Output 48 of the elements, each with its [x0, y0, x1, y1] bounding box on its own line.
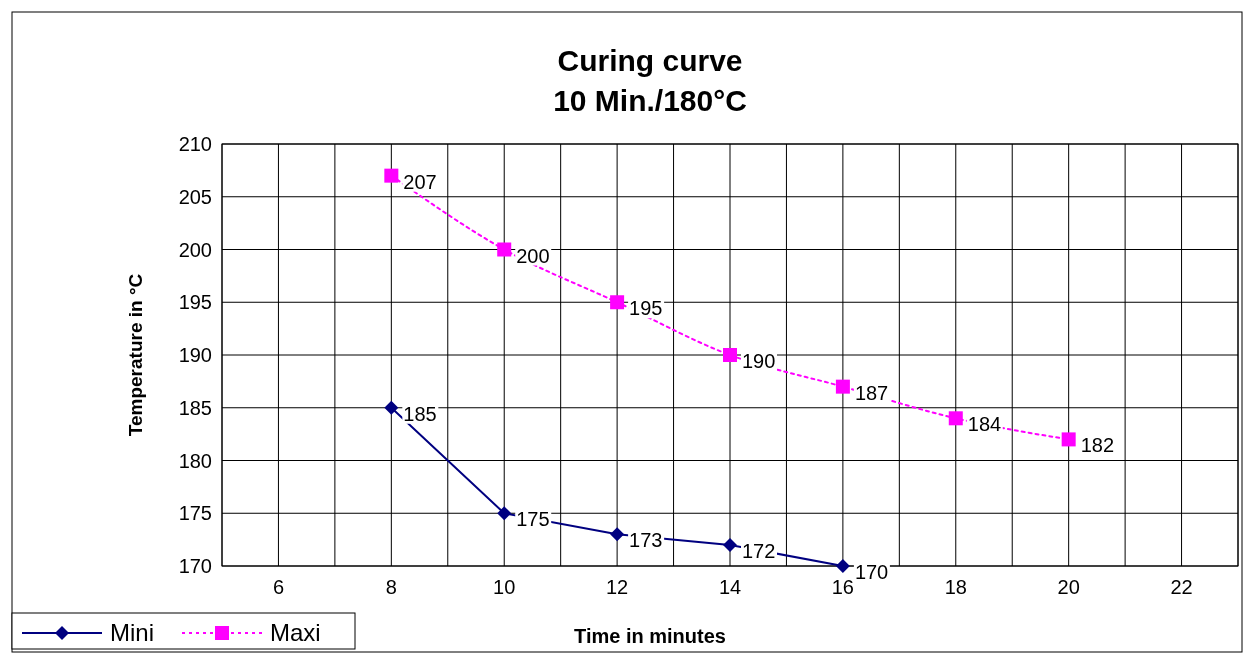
data-label: 190 [742, 350, 776, 372]
point [497, 242, 512, 257]
x-tick-label: 10 [493, 576, 516, 598]
data-label: 185 [403, 402, 437, 425]
x-axis-title: Time in minutes [574, 625, 726, 647]
y-tick-label: 170 [178, 555, 212, 577]
point [1061, 432, 1076, 447]
point [723, 537, 737, 552]
point [835, 559, 850, 573]
data-label: 172 [742, 539, 776, 562]
y-tick-label: 175 [178, 502, 212, 525]
x-tick-label: 20 [1057, 576, 1080, 598]
x-tick-label: 8 [385, 576, 397, 598]
y-tick-label: 205 [178, 185, 212, 208]
data-label: 187 [854, 381, 889, 404]
data-label: 207 [403, 170, 437, 193]
y-tick-label: 180 [178, 449, 212, 472]
chart-subtitle: 10 Min./180°C [553, 84, 747, 117]
point [497, 506, 512, 521]
data-label: 170 [854, 561, 889, 583]
data-label: 175 [516, 508, 550, 531]
y-tick-label: 185 [178, 396, 212, 419]
point [723, 348, 737, 362]
point [384, 168, 399, 183]
point [948, 411, 963, 426]
data-label: 195 [629, 297, 663, 320]
data-label: 173 [629, 529, 663, 552]
point [610, 527, 625, 542]
x-tick-label: 22 [1170, 576, 1193, 598]
data-label: 182 [1080, 434, 1115, 457]
data-label: 200 [516, 244, 550, 267]
x-tick-label: 18 [944, 576, 967, 598]
x-tick-label: 14 [718, 576, 742, 598]
legend-label: Mini [110, 619, 155, 646]
y-tick-label: 195 [178, 291, 212, 314]
x-tick-label: 12 [605, 576, 629, 598]
point [610, 295, 625, 310]
chart-title: Curing curve [557, 44, 743, 77]
data-label: 184 [967, 413, 1002, 436]
y-tick-label: 200 [178, 238, 212, 261]
point [835, 379, 850, 394]
x-tick-label: 16 [831, 576, 855, 598]
y-tick-label: 190 [178, 344, 212, 366]
x-tick-label: 6 [272, 576, 285, 598]
legend-label: Maxi [270, 619, 321, 646]
point [384, 400, 399, 415]
y-axis-title: Temperature in °C [125, 273, 146, 437]
y-tick-label: 210 [178, 133, 212, 155]
